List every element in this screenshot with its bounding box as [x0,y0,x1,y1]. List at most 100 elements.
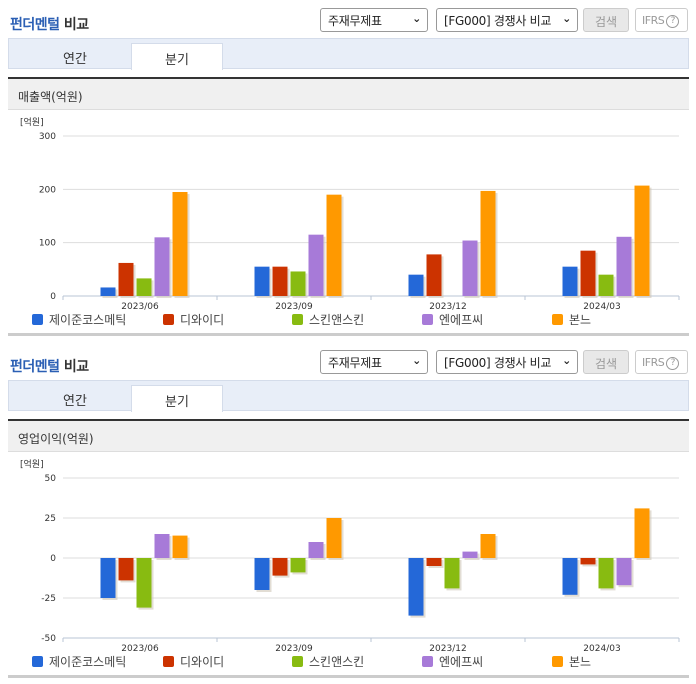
x-tick-label: 2023/06 [121,644,159,653]
bar[interactable] [100,287,116,296]
legend-label: 엔에프씨 [439,313,484,327]
legend-swatch-icon [163,314,174,325]
statement-type-value: 주재무제표 [328,356,382,370]
bar[interactable] [480,534,496,558]
bar[interactable] [290,271,306,296]
bar[interactable] [308,234,324,296]
bar[interactable] [136,558,152,608]
legend-item[interactable]: 디와이디 [163,653,224,670]
legend-item[interactable]: 본느 [552,653,591,670]
bar[interactable] [290,558,306,573]
help-icon: ? [666,14,680,28]
x-tick-label: 2023/06 [121,302,159,311]
chart-legend: 제이준코스메틱 디와이디 스킨앤스킨 엔에프씨 본느 [8,311,689,329]
bar[interactable] [616,558,632,586]
x-tick-label: 2023/09 [275,644,313,653]
bar[interactable] [154,534,170,558]
bar[interactable] [408,558,424,616]
bar[interactable] [598,274,614,296]
bar[interactable] [136,278,152,296]
search-button[interactable]: 검색 [583,350,629,374]
legend-item[interactable]: 제이준코스메틱 [32,653,126,670]
bar[interactable] [634,185,650,296]
bar[interactable] [272,558,288,576]
legend-label: 스킨앤스킨 [309,655,365,669]
y-unit-label: [억원] [20,116,44,128]
bar[interactable] [118,262,134,296]
fundamental-compare-section-2: 펀더멘털 비교 주재무제표 ⌄ [FG000] 경쟁사 비교 ⌄ 검색 IFRS… [0,342,696,684]
bar[interactable] [254,558,270,590]
bar[interactable] [254,266,270,296]
bar[interactable] [598,558,614,589]
legend-swatch-icon [422,656,433,667]
legend-item[interactable]: 스킨앤스킨 [292,311,364,328]
bar[interactable] [308,542,324,558]
bar[interactable] [462,551,478,558]
bar[interactable] [426,254,442,296]
section-title: 펀더멘털 비교 [10,14,89,34]
tab-quarterly[interactable]: 분기 [131,385,223,412]
legend-swatch-icon [32,656,43,667]
compare-group-value: [FG000] 경쟁사 비교 [444,14,552,28]
bar[interactable] [326,518,342,558]
statement-type-select[interactable]: 주재무제표 ⌄ [320,350,428,374]
bar[interactable] [616,236,632,296]
legend-item[interactable]: 제이준코스메틱 [32,311,126,328]
tab-annual[interactable]: 연간 [63,52,87,67]
bar[interactable] [462,240,478,296]
y-tick-label: 0 [50,554,56,564]
tab-annual[interactable]: 연간 [63,394,87,409]
bar[interactable] [580,558,596,565]
bar[interactable] [580,250,596,296]
bar[interactable] [562,558,578,595]
x-tick-label: 2023/12 [429,302,466,311]
legend-item[interactable]: 엔에프씨 [422,311,483,328]
chart-svg: [억원] -50 -25 0 25 50 2023/06 2023/09 2023/12 2024… [20,458,680,654]
bar[interactable] [408,274,424,296]
bar[interactable] [562,266,578,296]
x-tick-label: 2024/03 [583,644,620,653]
compare-group-value: [FG000] 경쟁사 비교 [444,356,552,370]
bar[interactable] [444,558,460,589]
chart-panel-title: 영업이익(억원) [8,419,689,452]
bar[interactable] [100,558,116,598]
bar[interactable] [634,508,650,558]
bar[interactable] [272,266,288,296]
compare-group-select[interactable]: [FG000] 경쟁사 비교 ⌄ [436,8,578,32]
y-tick-label: -25 [41,594,56,604]
bar[interactable] [326,194,342,296]
search-button[interactable]: 검색 [583,8,629,32]
compare-group-select[interactable]: [FG000] 경쟁사 비교 ⌄ [436,350,578,374]
legend-item[interactable]: 디와이디 [163,311,224,328]
legend-label: 스킨앤스킨 [309,313,365,327]
fundamental-compare-section-1: 펀더멘털 비교 주재무제표 ⌄ [FG000] 경쟁사 비교 ⌄ 검색 IFRS… [8,8,689,336]
ifrs-button[interactable]: IFRS? [635,8,688,32]
bar-chart: [억원] 0 100 200 300 2023/06 2023/09 2023/12 2024/… [8,111,689,336]
legend-item[interactable]: 본느 [552,311,591,328]
chart-legend: 제이준코스메틱 디와이디 스킨앤스킨 엔에프씨 본느 [8,653,689,671]
legend-swatch-icon [32,314,43,325]
legend-item[interactable]: 스킨앤스킨 [292,653,364,670]
legend-label: 제이준코스메틱 [49,655,127,669]
title-highlight: 펀더멘털 [10,17,60,33]
bar[interactable] [172,535,188,558]
bar[interactable] [426,558,442,566]
period-tabs: 연간 분기 [8,380,689,412]
legend-swatch-icon [292,314,303,325]
bar[interactable] [172,192,188,296]
chevron-down-icon: ⌄ [412,354,421,367]
bar[interactable] [480,190,496,296]
statement-type-value: 주재무제표 [328,14,382,28]
chart-svg: [억원] 0 100 200 300 2023/06 2023/09 2023/12 2024/… [20,116,680,312]
ifrs-button[interactable]: IFRS? [635,350,688,374]
y-tick-label: -50 [41,634,56,644]
legend-swatch-icon [163,656,174,667]
bar[interactable] [118,558,134,581]
statement-type-select[interactable]: 주재무제표 ⌄ [320,8,428,32]
chevron-down-icon: ⌄ [562,354,571,367]
tab-quarterly[interactable]: 분기 [131,43,223,70]
legend-swatch-icon [552,656,563,667]
legend-item[interactable]: 엔에프씨 [422,653,483,670]
bar[interactable] [154,237,170,296]
y-tick-label: 25 [45,514,56,524]
